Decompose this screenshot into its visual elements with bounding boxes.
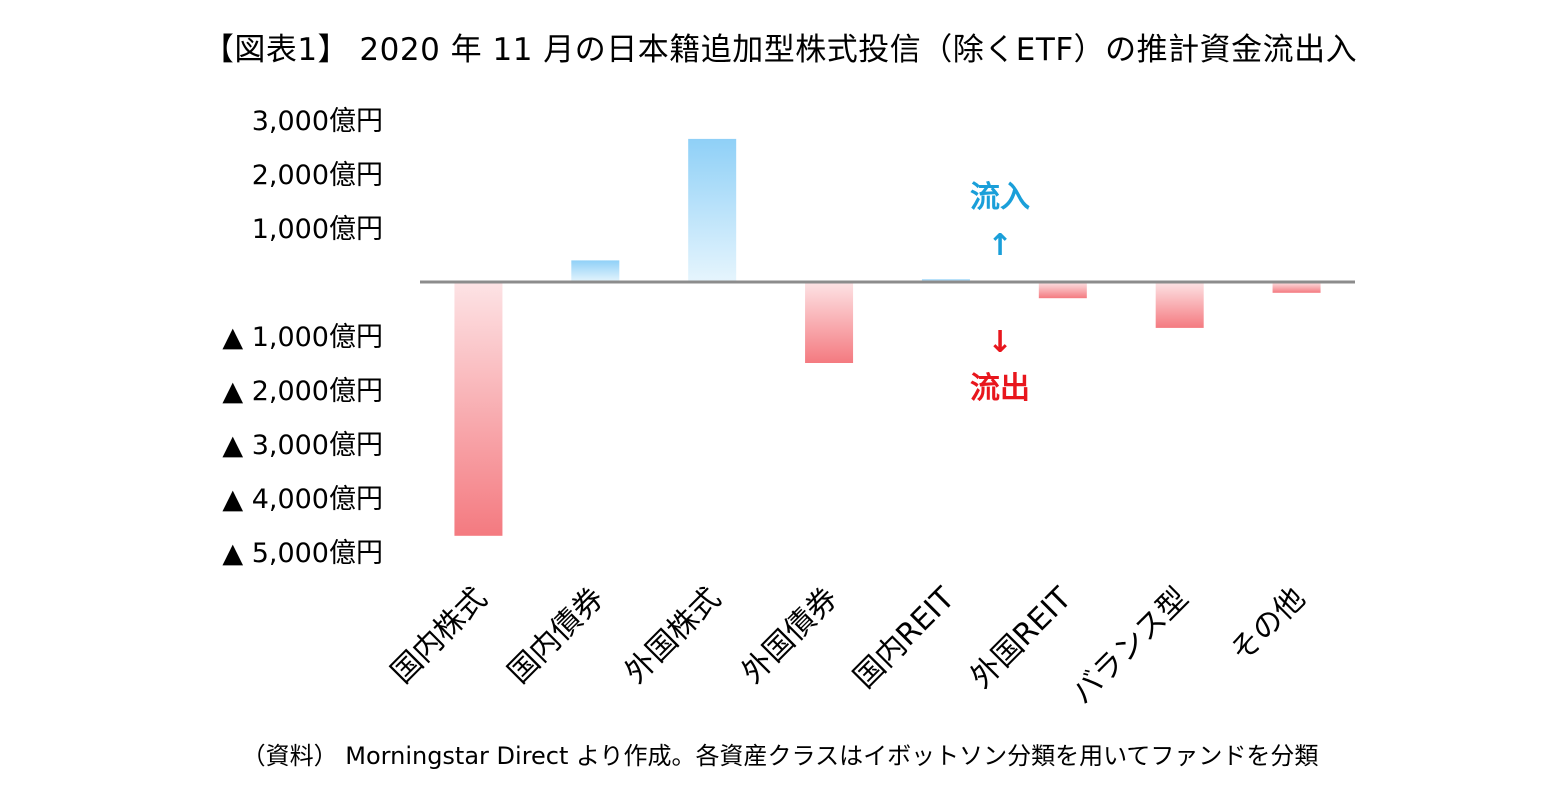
y-tick-label: ▲ 3,000億円 (222, 430, 383, 461)
bar (454, 282, 503, 536)
y-tick-label: ▲ 5,000億円 (222, 538, 383, 569)
bar (688, 138, 737, 282)
x-tick-label: その他 (1224, 581, 1312, 669)
x-tick-label: 外国REIT (964, 580, 1079, 695)
y-tick-label: ▲ 2,000億円 (222, 376, 383, 407)
y-tick-label: ▲ 4,000億円 (222, 484, 383, 515)
chart-title: 【図表1】 2020 年 11 月の日本籍追加型株式投信（除くETF）の推計資金… (202, 32, 1358, 68)
flow-annotations: 流入 ↑ ↓ 流出 (970, 180, 1030, 406)
x-tick-label: 国内株式 (384, 581, 494, 691)
bars (454, 138, 1321, 536)
y-tick-label: 2,000億円 (252, 160, 383, 191)
bar (1155, 282, 1204, 328)
inflow-arrow-icon: ↑ (987, 228, 1012, 263)
bar (1272, 282, 1321, 293)
y-tick-label: 3,000億円 (252, 106, 383, 137)
bar (571, 260, 620, 282)
outflow-label: 流出 (970, 371, 1030, 406)
bar (1038, 282, 1087, 299)
x-tick-label: 外国債券 (735, 581, 845, 691)
outflow-arrow-icon: ↓ (987, 325, 1012, 360)
y-tick-label: ▲ 1,000億円 (222, 322, 383, 353)
x-tick-label: 外国株式 (618, 581, 728, 691)
x-tick-label: 国内REIT (847, 580, 962, 695)
inflow-label: 流入 (970, 180, 1030, 215)
y-axis-tick-labels: 3,000億円 2,000億円 1,000億円 ▲ 1,000億円 ▲ 2,000億円 ▲… (222, 106, 383, 569)
y-tick-label: 1,000億円 (252, 214, 383, 245)
source-note: （資料） Morningstar Direct より作成。各資産クラスはイボット… (241, 742, 1319, 770)
bar (805, 282, 854, 363)
x-tick-label: 国内債券 (501, 581, 611, 691)
x-tick-label: バランス型 (1065, 581, 1195, 711)
